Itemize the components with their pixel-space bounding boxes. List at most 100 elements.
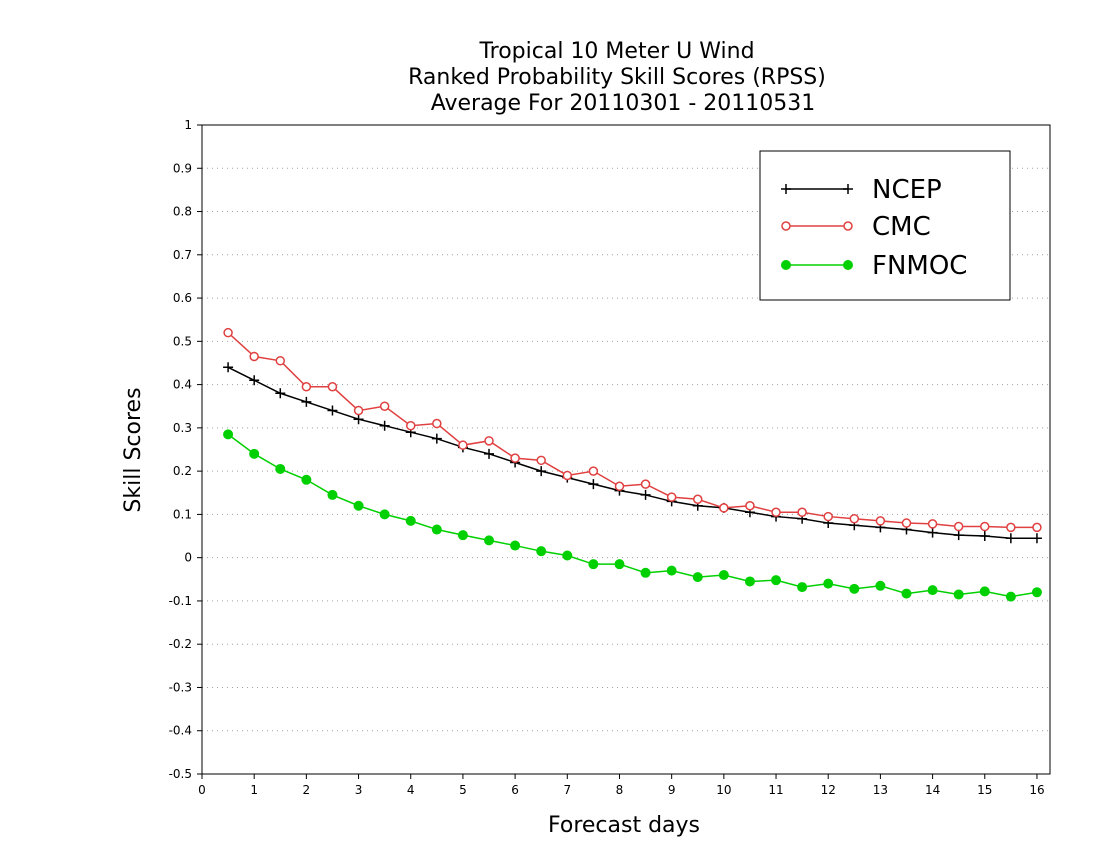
chart-title-line-1: Tropical 10 Meter U Wind [478, 39, 754, 64]
y-tick-label: 0.4 [173, 378, 192, 392]
y-tick-label: -0.4 [169, 724, 192, 738]
series-line-cmc [227, 332, 1037, 529]
data-point-fnmoc [927, 585, 938, 596]
data-point-cmc [953, 521, 964, 532]
chart-title-line-3: Average For 20110301 - 20110531 [431, 91, 816, 116]
y-tick-label: 0.7 [173, 248, 192, 262]
data-point-ncep [484, 448, 495, 459]
y-tick-label: 0.6 [173, 291, 192, 305]
y-tick-label: 1 [184, 118, 192, 132]
data-point-cmc [666, 492, 677, 502]
data-point-fnmoc [1005, 591, 1016, 602]
x-tick-label: 12 [821, 783, 836, 797]
data-point-cmc [745, 500, 755, 511]
data-point-fnmoc [849, 583, 860, 594]
x-tick-label: 8 [616, 783, 624, 797]
data-point-cmc [249, 351, 259, 362]
data-point-cmc [536, 455, 546, 466]
data-point-cmc [693, 494, 703, 505]
plot-frame [201, 124, 1051, 775]
data-series [223, 327, 1042, 602]
data-point-cmc [353, 405, 364, 416]
data-point-cmc [771, 507, 781, 517]
data-point-cmc [405, 420, 416, 431]
data-point-fnmoc [614, 559, 625, 570]
legend-marker-cmc [843, 221, 853, 231]
data-point-ncep [275, 388, 286, 399]
data-point-fnmoc [666, 565, 677, 576]
legend-items: NCEP CMC FNMOC [781, 175, 967, 281]
legend: NCEP CMC FNMOC [759, 150, 1011, 301]
legend-item-ncep: NCEP [781, 175, 942, 205]
y-tick-label: 0 [184, 551, 192, 565]
y-tick-label: -0.5 [169, 767, 192, 781]
data-point-fnmoc [875, 580, 886, 591]
series-fnmoc [223, 429, 1042, 602]
data-point-cmc [562, 470, 573, 481]
data-point-fnmoc [640, 567, 651, 578]
data-point-cmc [588, 466, 599, 476]
data-point-cmc [640, 479, 651, 489]
data-point-cmc [849, 513, 860, 524]
data-point-ncep [953, 530, 964, 541]
series-ncep [223, 362, 1042, 544]
series-line-fnmoc [227, 433, 1038, 598]
data-point-ncep [640, 489, 651, 500]
x-tick-label: 11 [768, 783, 783, 797]
data-point-fnmoc [510, 540, 521, 551]
data-point-cmc [223, 327, 233, 338]
data-point-fnmoc [223, 429, 234, 440]
data-point-ncep [536, 466, 547, 477]
data-point-cmc [823, 511, 833, 522]
x-tick-label: 0 [198, 783, 206, 797]
chart-title: Tropical 10 Meter U Wind Ranked Probabil… [408, 39, 826, 116]
data-point-fnmoc [718, 569, 729, 580]
legend-item-cmc: CMC [781, 212, 931, 242]
y-axis-label: Skill Scores [121, 387, 146, 512]
y-tick-label: -0.1 [169, 594, 192, 608]
y-tick-label: -0.3 [169, 680, 192, 694]
x-tick-label: 10 [716, 783, 731, 797]
data-point-cmc [275, 356, 286, 366]
data-point-cmc [901, 518, 912, 528]
data-point-cmc [980, 521, 990, 532]
x-axis-ticks: 0 1 2 3 4 5 6 7 8 9 10 11 12 13 14 15 16 [198, 774, 1045, 797]
data-point-ncep [249, 375, 260, 386]
y-tick-label: 0.8 [173, 205, 192, 219]
data-point-fnmoc [249, 448, 260, 459]
data-point-cmc [510, 453, 520, 463]
data-point-fnmoc [953, 589, 964, 600]
x-tick-label: 16 [1029, 783, 1044, 797]
data-point-ncep [431, 433, 442, 444]
data-point-fnmoc [405, 515, 416, 526]
chart-title-line-2: Ranked Probability Skill Scores (RPSS) [408, 65, 826, 90]
data-point-cmc [719, 503, 729, 513]
data-point-ncep [327, 405, 338, 416]
data-point-fnmoc [275, 463, 286, 474]
data-point-ncep [1005, 533, 1016, 544]
data-point-cmc [1032, 522, 1042, 533]
data-point-cmc [484, 436, 494, 446]
data-point-cmc [797, 507, 807, 517]
legend-label-cmc: CMC [872, 212, 931, 242]
y-tick-label: -0.2 [169, 637, 192, 651]
data-point-fnmoc [771, 575, 782, 586]
axes [201, 124, 1051, 775]
data-point-fnmoc [588, 559, 599, 570]
data-point-fnmoc [484, 535, 495, 546]
y-tick-label: 0.1 [173, 507, 192, 521]
legend-label-ncep: NCEP [872, 175, 942, 205]
data-point-cmc [875, 516, 886, 526]
y-tick-label: 0.2 [173, 464, 192, 478]
data-point-fnmoc [301, 474, 312, 485]
x-tick-label: 1 [250, 783, 258, 797]
x-tick-label: 7 [563, 783, 571, 797]
data-point-cmc [432, 418, 442, 429]
data-point-ncep [223, 362, 234, 373]
data-point-fnmoc [457, 530, 468, 541]
data-point-cmc [301, 382, 312, 392]
legend-marker-ncep [843, 184, 853, 194]
x-tick-label: 14 [925, 783, 940, 797]
x-tick-label: 15 [977, 783, 992, 797]
